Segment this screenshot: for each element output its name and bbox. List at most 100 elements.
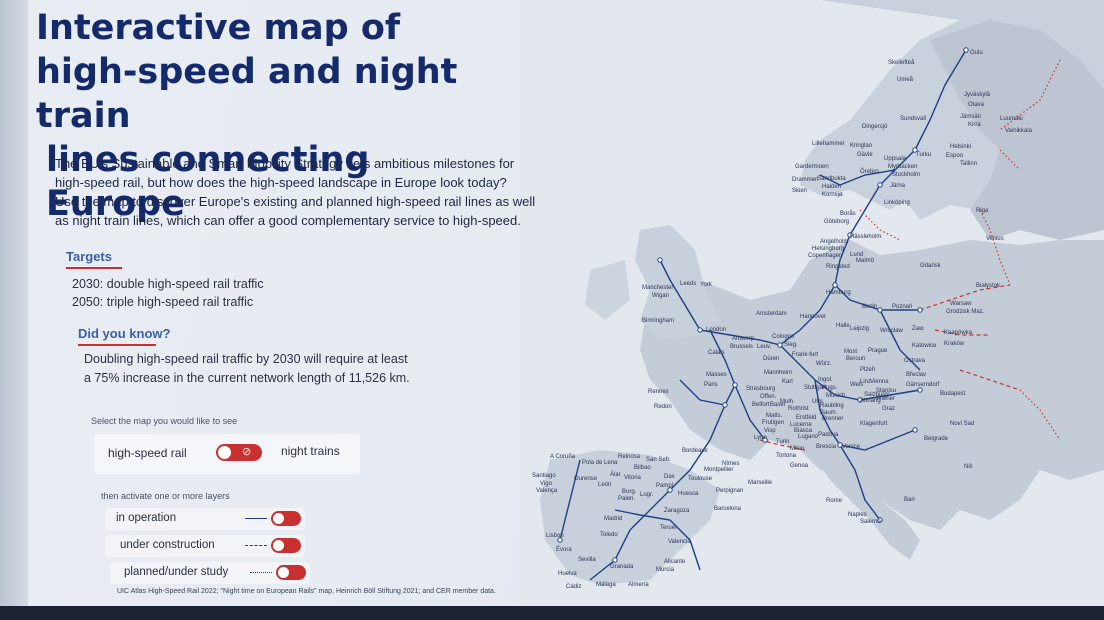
map-select-prompt: Select the map you would like to see xyxy=(91,416,238,426)
city-label: Skien xyxy=(792,188,807,194)
city-label: Skellefteå xyxy=(888,59,915,66)
map-mode-night-label[interactable]: night trains xyxy=(281,444,340,458)
intro-paragraph: The EU's Sustainable and Smart Mobility … xyxy=(55,154,575,230)
city-label: Gävle xyxy=(857,152,873,158)
intro-line: Use the map to discover Europe's existin… xyxy=(55,194,536,209)
layer-toggle-in-operation[interactable] xyxy=(271,511,301,526)
city-label: Helsingborg xyxy=(812,246,844,252)
city-label: Brussels xyxy=(730,344,753,350)
city-label: Mannheim xyxy=(764,370,792,376)
city-label: Lillehammer xyxy=(812,141,845,147)
city-label: Knapówka xyxy=(944,330,973,336)
city-label: Lisbon xyxy=(546,533,564,539)
city-label: Riga xyxy=(976,208,989,214)
city-label: Katowice xyxy=(912,343,937,349)
city-label: Wrocław xyxy=(880,328,904,334)
city-label: Paris xyxy=(704,382,718,388)
city-label: Rome xyxy=(826,498,843,504)
city-label: Linköping xyxy=(884,200,910,206)
land-iberia xyxy=(540,450,720,585)
layer-row-planned[interactable]: planned/under study xyxy=(110,562,310,584)
city-label: Ulm xyxy=(812,399,823,405)
city-label: Vigo xyxy=(540,481,553,487)
city-label: Sandbukta xyxy=(817,176,846,182)
layer-row-under-construction[interactable]: under construction xyxy=(105,535,305,557)
toggle-knob xyxy=(273,540,284,551)
intro-line: The EU's Sustainable and Smart Mobility … xyxy=(55,156,515,171)
city-label: Masses xyxy=(706,372,727,378)
city-label: Lugano xyxy=(798,434,819,440)
city-label: Umeå xyxy=(897,76,914,83)
city-label: Teruel xyxy=(660,525,676,531)
target-2050: 2050: triple high-speed rail traffic xyxy=(72,295,254,309)
city-label: Sundsvall xyxy=(900,116,926,122)
city-label: Basel xyxy=(770,402,785,408)
city-label: Sieg. xyxy=(784,342,798,348)
city-label: Hamburg xyxy=(826,290,851,296)
city-label: Madrid xyxy=(604,516,622,522)
city-label: Vitoria xyxy=(624,475,642,481)
city-label: Klagenfurt xyxy=(860,421,888,427)
city-label: Bilbao xyxy=(634,465,651,471)
layer-toggle-under-construction[interactable] xyxy=(271,538,301,553)
city-label: Manchester xyxy=(642,285,673,291)
city-label: Barcelona xyxy=(714,506,742,512)
city-label: Lund xyxy=(850,252,863,258)
city-label: Venice xyxy=(842,444,861,450)
layer-row-in-operation[interactable]: in operation xyxy=(105,508,305,530)
city-label: Leeds xyxy=(680,281,696,287)
city-label: Cádiz xyxy=(566,584,581,590)
city-label: Antwerp xyxy=(732,336,755,342)
city-label: Ingol. xyxy=(818,377,833,383)
city-label: Dingersjö xyxy=(862,124,888,130)
city-label: Gdańsk xyxy=(920,263,942,269)
city-label: Kraków xyxy=(944,341,965,347)
city-label: Almería xyxy=(628,582,649,588)
city-label: Augs. xyxy=(822,385,838,391)
city-label: Wels xyxy=(850,382,863,388)
city-label: Attnang xyxy=(860,398,881,404)
city-label: Järna xyxy=(890,183,906,189)
city-label: Luumäki xyxy=(1000,116,1023,122)
city-label: Granada xyxy=(610,564,634,570)
city-label: Rothrist xyxy=(788,406,809,412)
city-label: Stanjsu xyxy=(876,388,896,394)
city-label: Málaga xyxy=(596,582,616,588)
city-label: Wigan xyxy=(652,293,669,299)
intro-line: as night train lines, which can offer a … xyxy=(55,213,521,228)
screen-bezel-left xyxy=(0,0,28,620)
city-label: Lucerne xyxy=(790,422,812,428)
page-title: Interactive map of high-speed and night … xyxy=(36,6,516,226)
city-label: Otava xyxy=(968,102,985,108)
city-label: Malmö xyxy=(856,258,875,264)
title-line: high-speed and night train xyxy=(36,52,458,136)
land-finland-baltics xyxy=(930,20,1104,240)
europe-map[interactable]: Skellefteå Oulu Umeå Jyväskylä Otava Sun… xyxy=(520,0,1104,606)
city-label: Évora xyxy=(556,546,572,553)
map-mode-high-speed-label[interactable]: high-speed rail xyxy=(108,446,187,460)
city-label: Santiago xyxy=(532,473,556,479)
city-markers xyxy=(557,47,969,563)
city-label: Logr. xyxy=(640,492,654,498)
toggle-knob xyxy=(278,567,289,578)
city-label: London xyxy=(706,327,726,333)
solid-line-icon xyxy=(245,518,267,519)
intro-line: high-speed rail, but how does the high-s… xyxy=(55,175,507,190)
city-label: Tortona xyxy=(776,453,797,459)
city-label: Břeclav xyxy=(906,372,926,378)
city-label: Huesca xyxy=(678,491,699,497)
city-label: Zaragoza xyxy=(664,508,690,514)
city-label: Toledo xyxy=(600,532,618,538)
city-label: Espoo xyxy=(946,153,964,159)
city-label: Würz. xyxy=(816,361,832,367)
city-label: Gänserndorf xyxy=(906,382,940,388)
city-label: Biasca xyxy=(794,428,813,434)
city-label: Ringsted xyxy=(826,264,850,270)
map-mode-toggle[interactable]: ⊘ xyxy=(216,444,262,461)
city-label: Hannover xyxy=(800,314,826,320)
layer-toggle-planned[interactable] xyxy=(276,565,306,580)
city-label: Myrbacken xyxy=(888,164,917,170)
city-label: Ourense xyxy=(574,476,598,482)
layer-under-construction xyxy=(759,284,1021,451)
city-label: Leipzig xyxy=(850,326,869,332)
